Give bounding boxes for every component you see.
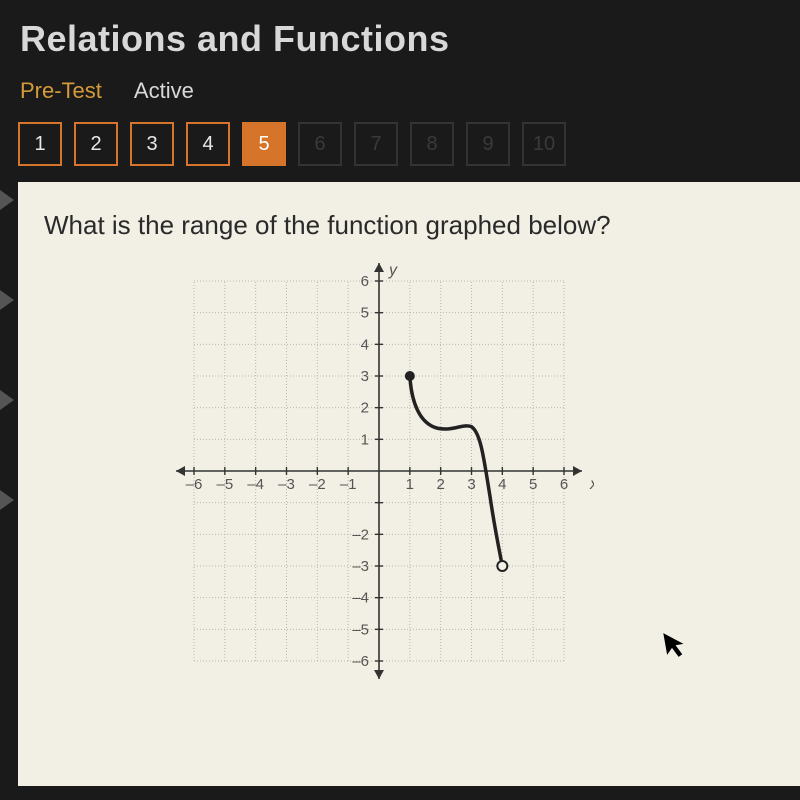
- nav-question-2[interactable]: 2: [74, 122, 118, 166]
- active-label: Active: [134, 78, 194, 104]
- side-arrow-icon: [0, 490, 14, 510]
- svg-text:–6: –6: [352, 653, 369, 670]
- nav-question-8: 8: [410, 122, 454, 166]
- side-arrow-icon: [0, 290, 14, 310]
- question-nav: 123456789 10: [0, 118, 800, 182]
- nav-question-3[interactable]: 3: [130, 122, 174, 166]
- svg-text:2: 2: [436, 476, 444, 493]
- svg-text:–2: –2: [352, 526, 369, 543]
- side-arrows: [0, 190, 14, 510]
- nav-question-5[interactable]: 5: [242, 122, 286, 166]
- svg-text:–4: –4: [247, 476, 264, 493]
- svg-text:5: 5: [361, 305, 369, 322]
- svg-text:–3: –3: [278, 476, 295, 493]
- svg-text:–1: –1: [340, 476, 357, 493]
- subheader: Pre-Test Active: [0, 70, 800, 118]
- svg-text:6: 6: [560, 476, 568, 493]
- graph-svg: –6 –5 –4 –3 –2 –1 1 2 3 4 5 6 –6 –5 –4 –3 –2 1 2 3 4 5 6 x y: [154, 261, 594, 691]
- svg-text:1: 1: [406, 476, 414, 493]
- svg-text:3: 3: [361, 368, 369, 385]
- svg-text:–5: –5: [216, 476, 233, 493]
- svg-text:4: 4: [361, 336, 369, 353]
- side-arrow-icon: [0, 190, 14, 210]
- svg-text:–4: –4: [352, 590, 369, 607]
- svg-text:y: y: [388, 262, 398, 279]
- svg-text:5: 5: [529, 476, 537, 493]
- nav-question-9: 9: [466, 122, 510, 166]
- nav-question-1[interactable]: 1: [18, 122, 62, 166]
- nav-question-7: 7: [354, 122, 398, 166]
- svg-text:–5: –5: [352, 621, 369, 638]
- svg-text:4: 4: [498, 476, 506, 493]
- nav-question-10: 10: [522, 122, 566, 166]
- page-title: Relations and Functions: [20, 18, 780, 60]
- svg-text:–2: –2: [309, 476, 326, 493]
- svg-text:3: 3: [467, 476, 475, 493]
- nav-question-6: 6: [298, 122, 342, 166]
- svg-text:2: 2: [361, 400, 369, 417]
- svg-text:6: 6: [361, 273, 369, 290]
- content-area: What is the range of the function graphe…: [18, 182, 800, 786]
- side-arrow-icon: [0, 390, 14, 410]
- nav-question-4[interactable]: 4: [186, 122, 230, 166]
- question-text: What is the range of the function graphe…: [44, 210, 774, 241]
- svg-text:–3: –3: [352, 558, 369, 575]
- svg-text:–6: –6: [186, 476, 203, 493]
- svg-text:1: 1: [361, 431, 369, 448]
- pretest-label: Pre-Test: [20, 78, 102, 104]
- svg-text:x: x: [589, 476, 594, 493]
